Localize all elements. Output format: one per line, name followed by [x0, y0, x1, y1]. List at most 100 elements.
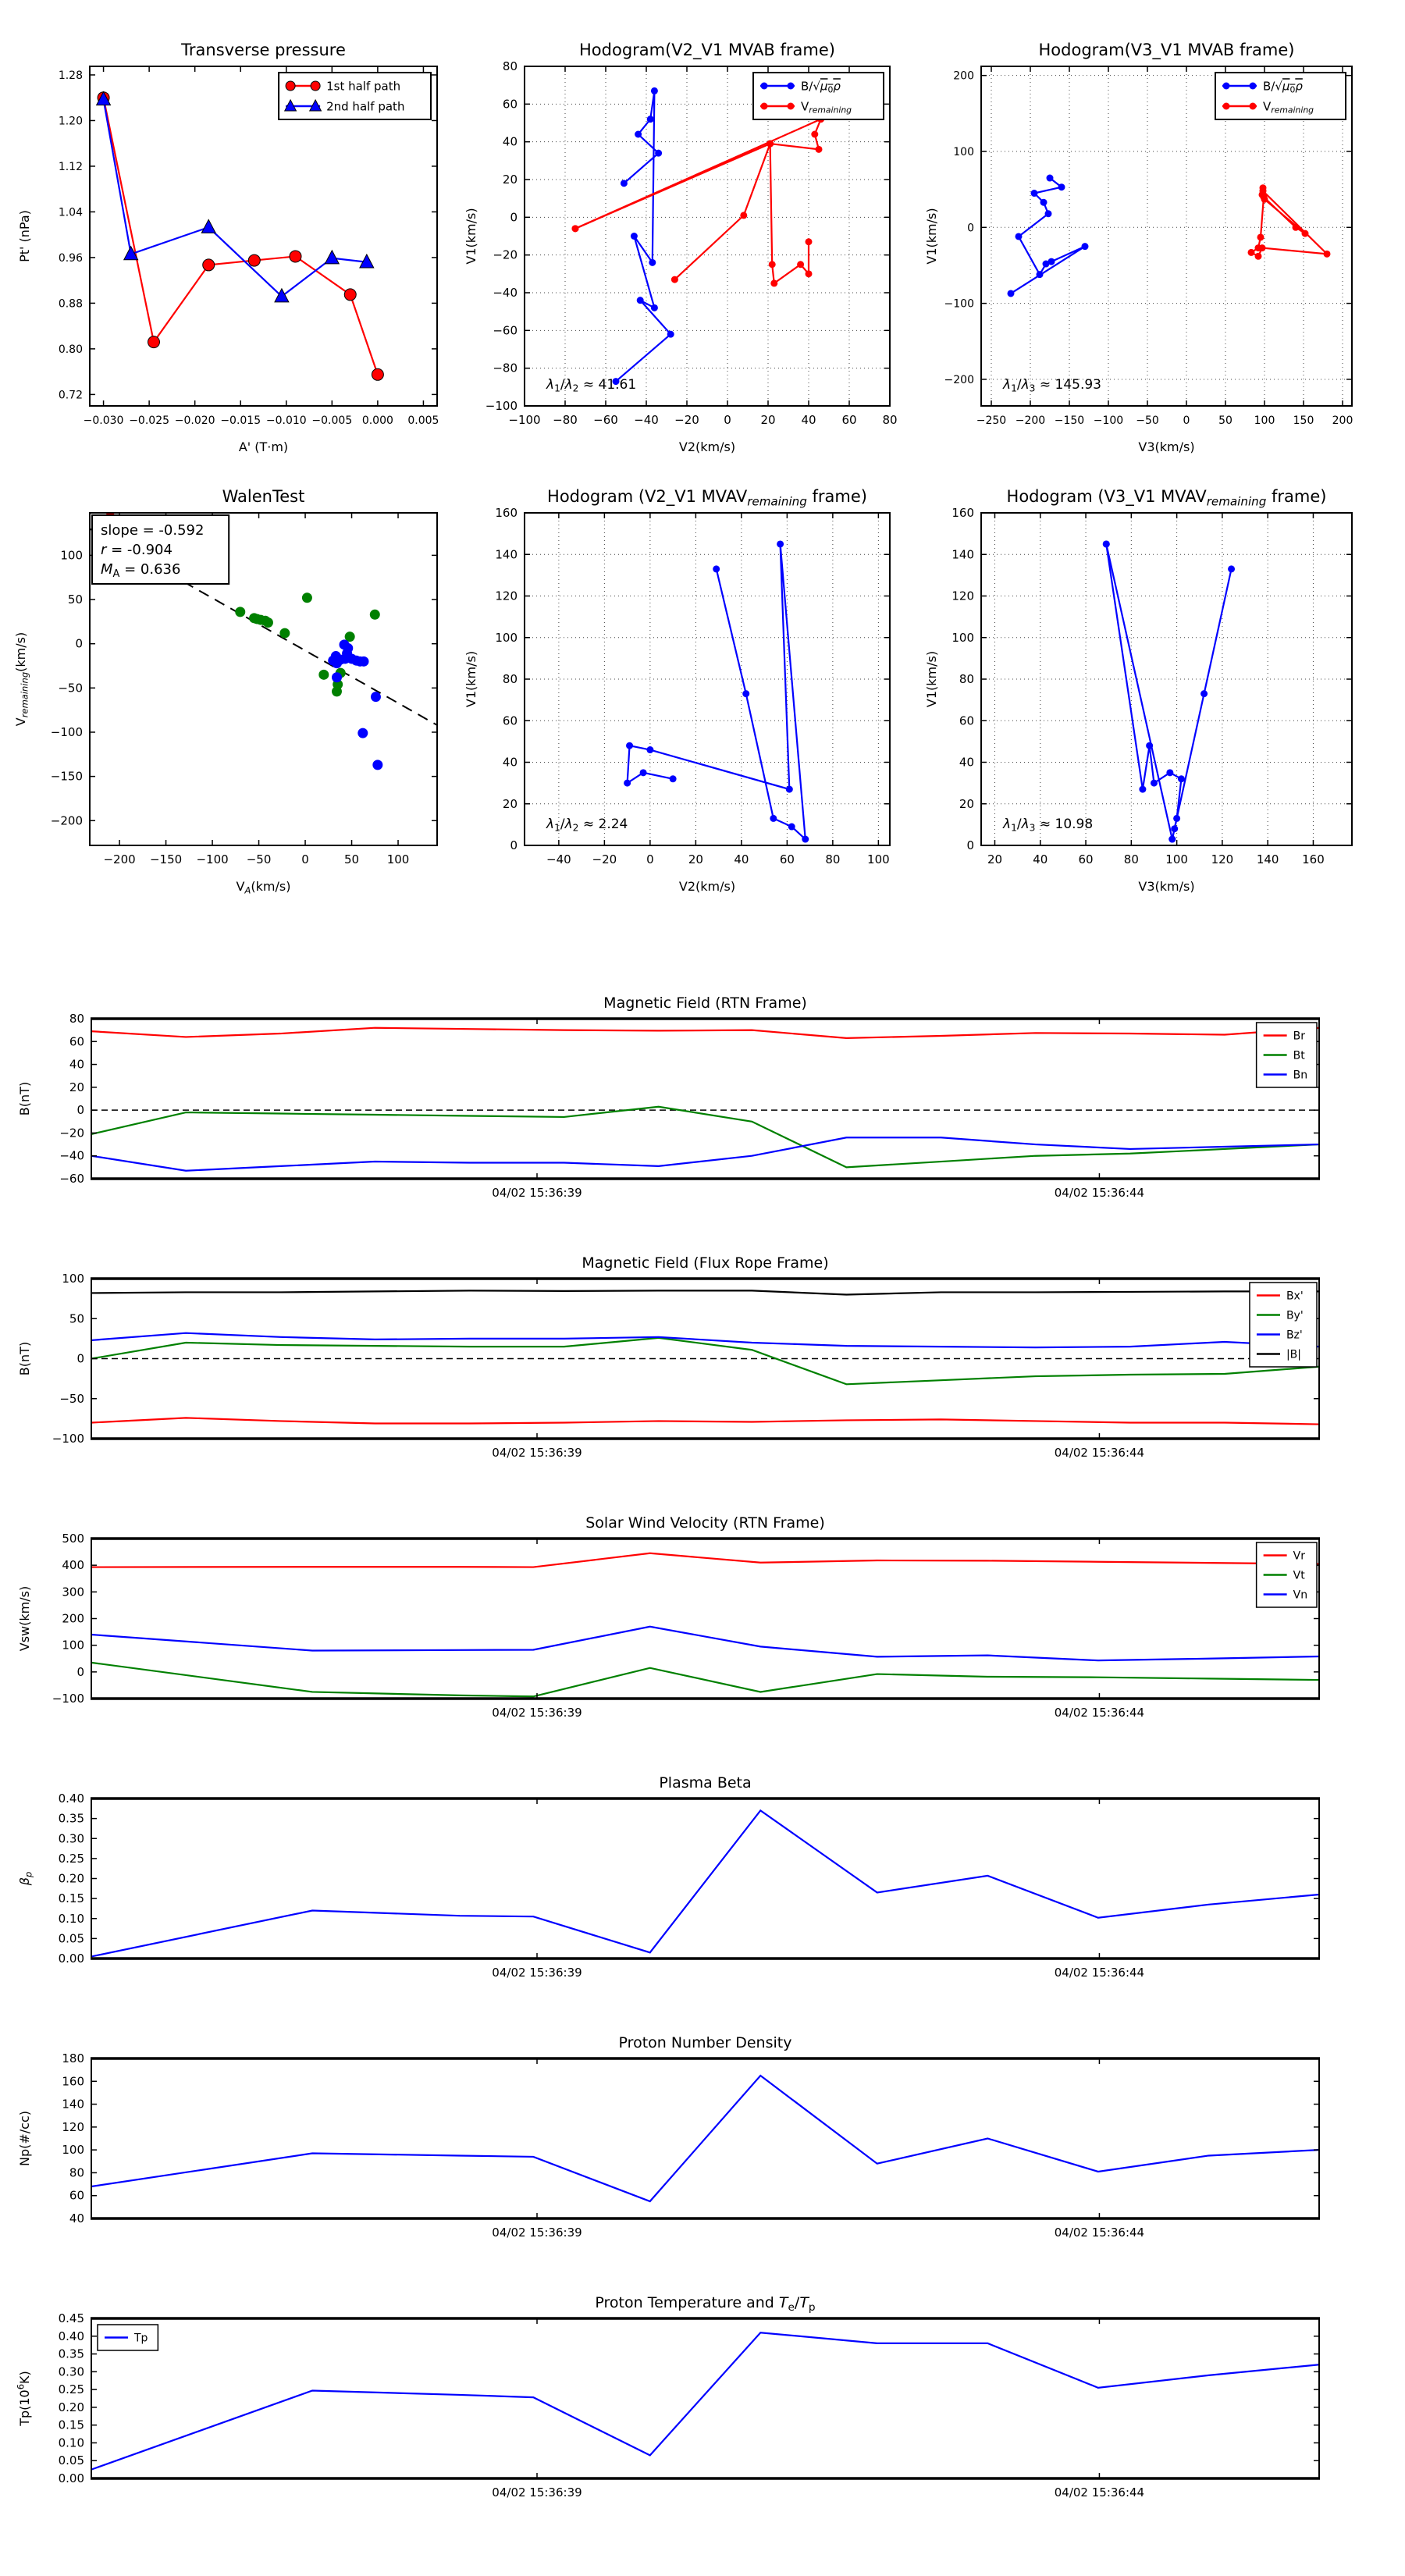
y-tick-label: −200 [51, 813, 83, 827]
y-tick-label: −100 [51, 725, 83, 739]
y-tick-label: −80 [493, 361, 518, 375]
y-tick-label: −40 [59, 1149, 84, 1163]
legend-label: Bt [1293, 1049, 1306, 1062]
series-group [571, 87, 825, 386]
x-tick-label: −200 [1016, 415, 1045, 427]
y-tick-label: 40 [503, 756, 518, 770]
y-tick-label: 140 [495, 547, 518, 561]
magnetic-field-flux-rope-canvas: 04/02 15:36:39 04/02 15:36:44 −100 −50 0 50 10… [17, 1254, 1320, 1460]
series-markers [612, 87, 674, 386]
y-tick-label: 100 [951, 631, 974, 645]
legend: 1st half path 2nd half path [278, 72, 432, 120]
legend-label: Vremaining [801, 99, 852, 115]
y-axis-label: V1(km/s) [924, 651, 939, 707]
x-tick-label: 04/02 15:36:44 [1055, 1706, 1144, 1720]
legend-label: Vt [1293, 1569, 1306, 1582]
x-tick-label: 04/02 15:36:39 [492, 1706, 582, 1720]
series-markers [97, 91, 384, 381]
y-tick-label: 140 [951, 547, 974, 561]
y-axis-label: V1(km/s) [464, 651, 478, 707]
magnetic-field-rtn-canvas: 04/02 15:36:39 04/02 15:36:44 −60 −40 −20 0 20… [17, 994, 1320, 1200]
series-group [91, 1026, 1319, 1172]
x-tick-label: 40 [801, 413, 816, 427]
x-tick-label: 100 [867, 852, 890, 866]
fit-line [90, 528, 437, 726]
axes-frame [91, 1017, 1320, 1180]
y-tick-label: 0.72 [59, 389, 83, 401]
x-tick-label: −40 [546, 852, 571, 866]
x-tick-label: 60 [841, 413, 856, 427]
plot-title: Transverse pressure [180, 41, 346, 59]
plot-title: Hodogram (V3_V1 MVAVremaining frame) [1007, 487, 1327, 509]
x-tick-label: 04/02 15:36:39 [492, 1446, 582, 1460]
legend-label: B/√μ0ρ [801, 79, 841, 94]
x-tick-label: −0.025 [129, 415, 169, 427]
x-tick-label: −0.020 [175, 415, 215, 427]
series-group [91, 1552, 1319, 1698]
x-tick-label: 60 [1079, 852, 1094, 866]
x-axis-label: V2(km/s) [679, 439, 735, 454]
series-line-Tp [91, 2332, 1319, 2471]
y-tick-label: 0.80 [59, 343, 83, 356]
y-tick-label: −150 [51, 770, 83, 784]
x-tick-label: −150 [1055, 415, 1084, 427]
legend-label: Bn [1293, 1069, 1307, 1081]
series-line-V [1105, 543, 1183, 840]
plot-title: Magnetic Field (Flux Rope Frame) [582, 1254, 828, 1272]
y-axis-label: Tp(106K) [15, 2371, 32, 2427]
y-tick-label: 1.04 [59, 206, 83, 219]
y-tick-label: 0.30 [59, 2364, 84, 2379]
y-tick-label: −60 [59, 1172, 84, 1186]
y-tick-label: 160 [62, 2074, 84, 2088]
y-tick-label: 0.25 [59, 2382, 84, 2396]
y-tick-label: 100 [495, 631, 518, 645]
legend-label: By' [1286, 1309, 1304, 1322]
x-axis-label: V3(km/s) [1138, 439, 1194, 454]
y-tick-label: 0 [510, 210, 518, 224]
y-tick-label: 0.00 [59, 1952, 84, 1966]
scatter-second-half [328, 639, 383, 770]
hodogram-v2v1-mvav-canvas: −40 −20 0 20 40 60 80 100 0 20 40 60 80 100 120 140 160 H… [464, 487, 891, 894]
series-line-Vr [91, 1552, 1319, 1568]
y-tick-label: 100 [60, 548, 83, 562]
magnetic-field-flux-rope-chart: 04/02 15:36:39 04/02 15:36:44 −100 −50 0 50 10… [8, 1247, 1397, 1507]
x-tick-label: 20 [688, 852, 703, 866]
y-tick-label: 0.40 [59, 2329, 84, 2343]
legend-label: B/√μ0ρ [1263, 79, 1303, 94]
x-tick-label: 140 [1257, 852, 1279, 866]
axes-frame [91, 2057, 1320, 2220]
ticks: 04/02 15:36:39 04/02 15:36:44 −100 0 100 200 3… [52, 1532, 1319, 1720]
fit-stat-line: r = -0.904 [101, 542, 173, 558]
x-tick-label: −40 [634, 413, 659, 427]
y-axis-label: B(nT) [17, 1082, 32, 1115]
legend-label: Bz' [1286, 1329, 1303, 1341]
y-tick-label: 1.20 [59, 115, 83, 127]
y-tick-label: 0.30 [59, 1831, 84, 1845]
x-axis-label: V3(km/s) [1138, 879, 1194, 894]
x-tick-label: −150 [150, 852, 182, 866]
ticks: −100 −80 −60 −40 −20 0 20 40 60 80 −100 −80 −60 −40 −2… [486, 59, 898, 427]
plot-title: Plasma Beta [659, 1774, 751, 1791]
y-tick-label: 120 [495, 589, 518, 603]
y-tick-label: 0.05 [59, 2453, 84, 2467]
series-line-V remaining [574, 143, 771, 229]
y-tick-label: −100 [486, 399, 518, 413]
ticks: −200 −150 −100 −50 0 50 100 −200 −150 −100 −50 0 50 1… [51, 513, 437, 866]
grid [981, 512, 1352, 846]
ticks: 04/02 15:36:39 04/02 15:36:44 −100 −50 0 50 10… [52, 1272, 1319, 1460]
series-line-B/sqrt(mu0 rho) [615, 91, 672, 382]
legend-label: |B| [1286, 1348, 1301, 1361]
y-tick-label: 1.28 [59, 69, 83, 82]
y-tick-label: 200 [953, 70, 974, 83]
transverse-pressure-chart: −0.030 −0.025 −0.020 −0.015 −0.010 −0.005 0.00… [8, 12, 464, 488]
y-tick-label: 50 [69, 1311, 84, 1325]
x-axis-label: V2(km/s) [679, 879, 735, 894]
axes-frame [524, 512, 891, 846]
series-group [1007, 174, 1331, 297]
y-tick-label: 140 [62, 2097, 84, 2112]
proton-number-density-chart: 04/02 15:36:39 04/02 15:36:44 40 60 80 100 120… [8, 2027, 1397, 2287]
x-tick-label: 150 [1293, 415, 1314, 427]
series-line-2nd half path [102, 99, 367, 298]
y-tick-label: 0 [966, 838, 974, 852]
x-tick-label: 0.005 [407, 415, 439, 427]
